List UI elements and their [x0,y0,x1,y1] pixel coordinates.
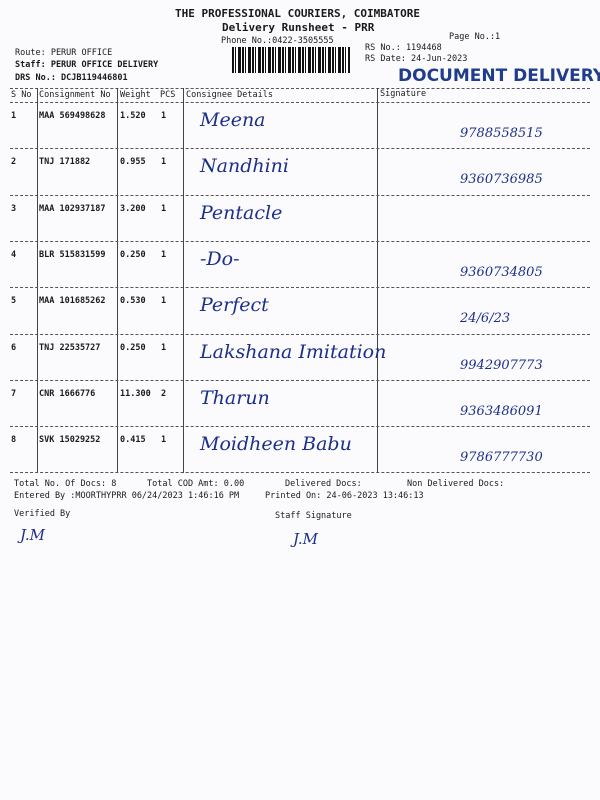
document-delivery-stamp: DOCUMENT DELIVERY [398,66,600,86]
row-weight: 3.200 [120,203,146,214]
rs-date: RS Date: 24-Jun-2023 [365,54,468,64]
row-consignment: CNR 1666776 [39,388,96,399]
row-weight: 0.530 [120,296,146,307]
row-signature: 24/6/23 [460,311,511,327]
total-docs: Total No. Of Docs: 8 [14,479,117,489]
document-title: Delivery Runsheet - PRR [222,21,375,34]
row-consignment: MAA 102937187 [39,203,106,214]
row-signature: 9363486091 [460,403,543,419]
row-divider [10,379,590,381]
row-pcs: 1 [161,203,167,214]
row-divider [10,240,590,242]
divider [10,102,590,103]
row-divider [10,472,590,474]
column-header-pcs: PCS [160,90,176,100]
column-header-sno: S No [11,90,32,100]
column-header-signature: Signature [380,89,427,99]
column-header-consignment: Consignment No [39,90,111,100]
drs-number: DRS No.: DCJB119446801 [15,73,128,83]
row-consignee: Tharun [200,386,270,409]
row-weight: 0.415 [120,435,146,446]
staff-signature: J.M [293,530,318,548]
row-signature: 9360736985 [460,172,543,188]
row-sno: 1 [11,111,17,121]
row-pcs: 1 [161,296,167,307]
row-consignee: Perfect [200,294,269,317]
row-divider [10,287,590,289]
row-consignee: Nandhini [200,155,289,178]
route: Route: PERUR OFFICE [15,48,113,58]
row-pcs: 1 [161,249,167,260]
row-consignee: Lakshana Imitation [200,340,387,363]
column-divider [117,88,118,473]
printed-on: Printed On: 24-06-2023 13:46:13 [265,491,424,501]
row-consignee: -Do- [200,247,240,270]
row-consignment: BLR 515831599 [39,249,106,260]
row-consignee: Moidheen Babu [200,433,352,456]
barcode [232,47,350,73]
row-signature: 9786777730 [460,450,543,466]
rs-number: RS No.: 1194468 [365,43,442,53]
row-signature: 9942907773 [460,357,543,373]
row-weight: 0.955 [120,157,146,168]
entered-by: Entered By :MOORTHYPRR 06/24/2023 1:46:1… [14,491,240,501]
page-number: Page No.:1 [449,32,501,42]
row-consignee: Meena [200,109,266,131]
row-pcs: 1 [161,435,167,446]
column-divider [183,88,184,473]
company-name: THE PROFESSIONAL COURIERS, COIMBATORE [175,7,421,20]
column-divider [37,88,38,473]
row-sno: 4 [11,249,17,260]
verified-signature: J.M [20,526,45,544]
verified-by-label: Verified By [14,509,71,519]
staff-signature-label: Staff Signature [275,511,352,521]
phone-number: Phone No.:0422-3505555 [221,36,334,46]
row-consignment: TNJ 22535727 [39,342,101,353]
non-delivered-docs: Non Delivered Docs: [407,479,505,489]
row-divider [10,333,590,335]
row-consignee: Pentacle [200,201,283,224]
row-divider [10,148,590,150]
row-divider [10,426,590,428]
row-signature: 9788558515 [460,126,543,141]
row-sno: 2 [11,157,17,168]
row-weight: 0.250 [120,249,146,260]
row-consignment: MAA 101685262 [39,296,106,307]
column-header-consignee: Consignee Details [186,90,273,100]
row-weight: 0.250 [120,342,146,353]
divider [10,88,590,89]
row-pcs: 1 [161,157,167,168]
total-cod: Total COD Amt: 0.00 [147,479,245,489]
row-signature: 9360734805 [460,264,543,280]
delivered-docs: Delivered Docs: [285,479,362,489]
column-divider [377,88,378,473]
column-header-weight: Weight [120,90,151,100]
row-sno: 6 [11,342,17,353]
row-consignment: MAA 569498628 [39,111,106,121]
row-consignment: SVK 15029252 [39,435,101,446]
row-sno: 7 [11,388,17,399]
row-sno: 8 [11,435,17,446]
row-weight: 1.520 [120,111,146,121]
row-weight: 11.300 [120,388,151,399]
row-divider [10,194,590,196]
row-pcs: 1 [161,342,167,353]
row-pcs: 2 [161,388,167,399]
row-sno: 3 [11,203,17,214]
staff: Staff: PERUR OFFICE DELIVERY [15,60,159,70]
row-sno: 5 [11,296,17,307]
row-consignment: TNJ 171882 [39,157,91,168]
row-pcs: 1 [161,111,167,121]
